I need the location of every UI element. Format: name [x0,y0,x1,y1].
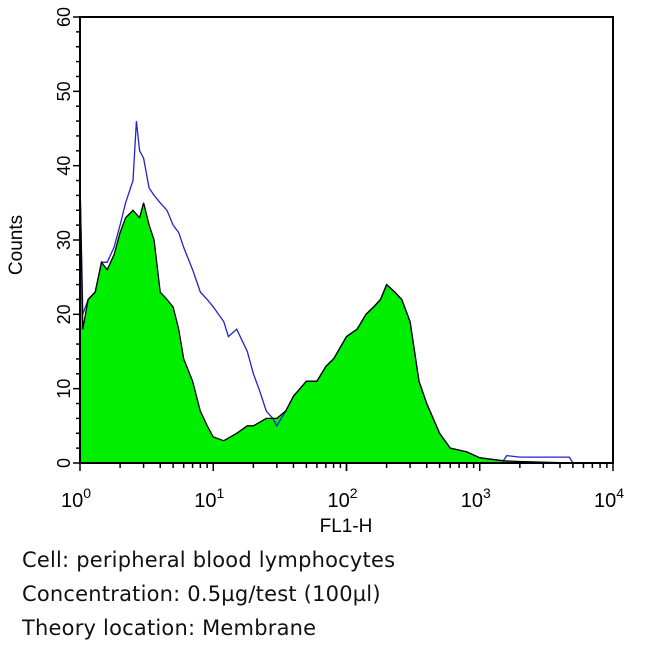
x-tick-exponent: 3 [483,485,491,501]
x-tick-label: 101 [194,485,224,512]
y-tick-label: 30 [54,230,74,250]
x-tick-base: 10 [461,490,483,512]
x-tick-base: 10 [194,490,216,512]
y-tick-label: 40 [54,156,74,176]
y-tick-label: 0 [54,458,74,468]
x-tick-exponent: 4 [616,485,624,501]
caption-location: Theory location: Membrane [22,616,317,640]
y-tick-label: 10 [54,379,74,399]
x-axis-label: FL1-H [320,516,373,537]
sample-histogram-outline [79,180,613,464]
sample-histogram-fill [80,180,613,463]
x-tick-exponent: 1 [216,485,224,501]
x-tick-label: 100 [61,485,91,512]
x-tick-base: 10 [61,490,83,512]
x-tick-base: 10 [327,490,349,512]
y-tick-label: 50 [54,81,74,101]
caption-cell: Cell: peripheral blood lymphocytes [22,548,396,572]
x-tick-label: 102 [327,485,357,512]
x-tick-exponent: 0 [83,485,91,501]
caption-concentration: Concentration: 0.5µg/test (100µl) [22,582,381,606]
y-tick-label: 60 [54,7,74,27]
x-tick-exponent: 2 [350,485,358,501]
x-tick-label: 103 [461,485,491,512]
x-tick-base: 10 [594,490,616,512]
x-tick-label: 104 [594,485,624,512]
y-tick-label: 20 [54,304,74,324]
y-axis-label: Counts [6,215,27,275]
